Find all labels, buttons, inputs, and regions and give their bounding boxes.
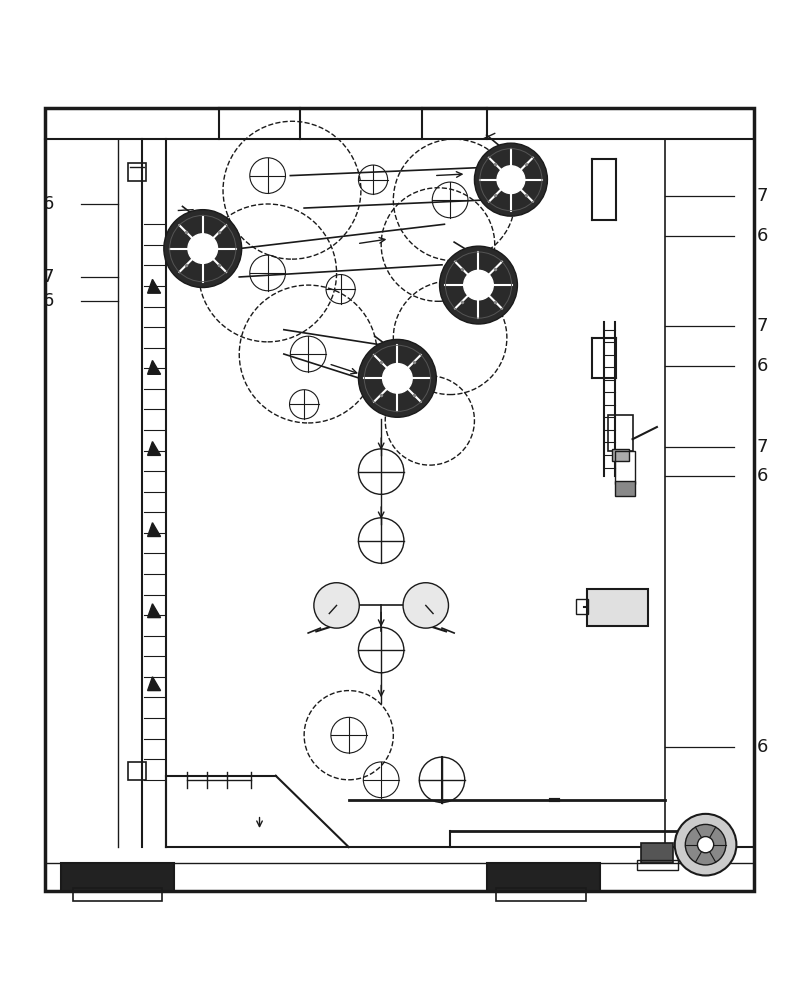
Circle shape bbox=[383, 364, 412, 393]
Bar bbox=[73, 888, 162, 901]
Polygon shape bbox=[148, 361, 161, 374]
Circle shape bbox=[474, 143, 547, 216]
Bar bbox=[45, 108, 754, 891]
Bar bbox=[576, 599, 588, 614]
Circle shape bbox=[697, 837, 714, 853]
Text: 7: 7 bbox=[757, 317, 768, 335]
Text: 6: 6 bbox=[43, 292, 54, 310]
Polygon shape bbox=[148, 442, 161, 455]
Text: 7: 7 bbox=[757, 438, 768, 456]
Polygon shape bbox=[148, 279, 161, 293]
Bar bbox=[128, 762, 146, 780]
Circle shape bbox=[188, 234, 217, 263]
Bar bbox=[637, 860, 678, 870]
Bar bbox=[128, 163, 146, 181]
Circle shape bbox=[675, 814, 736, 875]
Bar bbox=[608, 415, 633, 451]
Polygon shape bbox=[148, 523, 161, 536]
Text: 6: 6 bbox=[757, 467, 768, 485]
Text: 6: 6 bbox=[757, 738, 768, 756]
Bar bbox=[496, 888, 586, 901]
Text: 6: 6 bbox=[757, 227, 768, 245]
Bar bbox=[612, 449, 629, 461]
Circle shape bbox=[497, 166, 525, 194]
Circle shape bbox=[440, 246, 517, 324]
Polygon shape bbox=[148, 677, 161, 691]
Bar bbox=[61, 863, 174, 891]
Circle shape bbox=[314, 583, 359, 628]
Circle shape bbox=[403, 583, 448, 628]
Bar bbox=[587, 589, 648, 626]
Bar bbox=[487, 863, 600, 891]
Text: 7: 7 bbox=[43, 268, 54, 286]
Bar bbox=[641, 843, 673, 863]
Text: 6: 6 bbox=[757, 357, 768, 375]
Bar bbox=[615, 451, 635, 484]
Text: 6: 6 bbox=[43, 195, 54, 213]
Polygon shape bbox=[148, 604, 161, 618]
Circle shape bbox=[358, 339, 436, 417]
Circle shape bbox=[685, 824, 726, 865]
Circle shape bbox=[164, 210, 242, 288]
Circle shape bbox=[464, 270, 493, 300]
Text: 7: 7 bbox=[757, 187, 768, 205]
Bar bbox=[615, 481, 635, 496]
Bar bbox=[685, 843, 724, 863]
